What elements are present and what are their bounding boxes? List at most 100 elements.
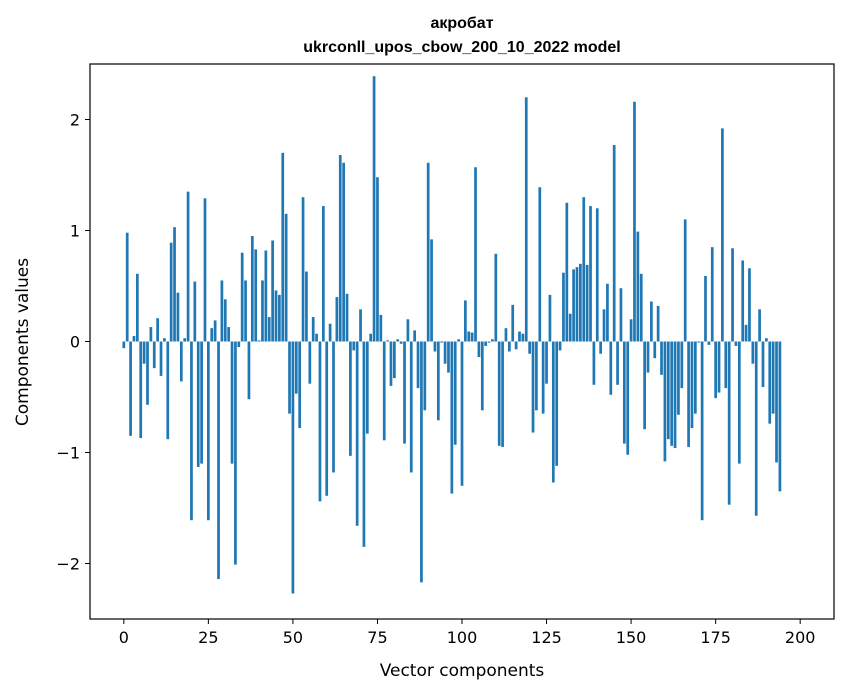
- bar-component-108: [487, 341, 491, 343]
- bar-component-87: [416, 341, 420, 389]
- bar-component-145: [612, 145, 616, 342]
- bar-component-99: [457, 339, 460, 342]
- bar-component-158: [656, 305, 660, 342]
- bar-component-35: [240, 252, 244, 342]
- bar-component-9: [152, 341, 156, 369]
- bar-component-96: [447, 341, 450, 373]
- bar-component-61: [328, 323, 332, 342]
- bar-component-194: [778, 341, 782, 492]
- bar-component-17: [179, 341, 183, 382]
- bar-component-156: [650, 301, 653, 342]
- bar-component-125: [545, 341, 548, 384]
- bar-component-60: [325, 341, 329, 496]
- x-tick-label: 150: [616, 628, 647, 647]
- bar-component-4: [135, 273, 139, 342]
- x-tick-label: 125: [531, 628, 562, 647]
- bar-component-184: [744, 324, 748, 342]
- bar-component-162: [670, 341, 674, 446]
- y-tick-label: −2: [56, 555, 80, 574]
- bar-component-23: [200, 341, 203, 464]
- bar-component-101: [464, 300, 467, 342]
- bar-component-124: [541, 341, 545, 414]
- bar-component-105: [477, 341, 481, 358]
- bar-component-33: [234, 341, 237, 565]
- bar-component-10: [156, 318, 159, 342]
- bar-component-84: [406, 319, 410, 342]
- bar-component-141: [599, 341, 603, 354]
- bar-component-133: [572, 269, 575, 342]
- bar-component-46: [278, 294, 281, 342]
- bar-component-173: [707, 341, 711, 345]
- bar-component-11: [159, 341, 163, 376]
- bar-component-6: [142, 341, 146, 364]
- bar-component-56: [311, 317, 315, 342]
- bar-component-104: [474, 167, 477, 342]
- bar-component-157: [653, 341, 657, 359]
- bar-series: [122, 76, 782, 594]
- bar-component-32: [230, 341, 234, 464]
- bar-component-71: [362, 341, 366, 547]
- bar-component-163: [673, 341, 677, 449]
- bar-component-25: [207, 341, 210, 521]
- bar-component-154: [643, 341, 646, 430]
- bar-component-102: [467, 331, 471, 342]
- bar-component-80: [393, 341, 396, 379]
- bar-component-42: [264, 250, 268, 342]
- bar-component-181: [734, 341, 738, 346]
- bar-component-131: [565, 202, 569, 342]
- bar-component-44: [271, 240, 274, 342]
- chart-title: акробат: [430, 15, 493, 32]
- bar-component-34: [237, 341, 241, 348]
- bar-component-167: [687, 341, 690, 447]
- bar-component-29: [220, 280, 224, 342]
- bar-component-69: [355, 341, 359, 526]
- bar-component-132: [568, 313, 572, 342]
- bar-component-65: [342, 162, 345, 342]
- bar-component-31: [227, 327, 231, 342]
- bar-component-74: [372, 76, 376, 342]
- x-tick-label: 200: [785, 628, 816, 647]
- bar-component-3: [132, 335, 136, 342]
- bar-component-192: [771, 341, 775, 414]
- bar-component-179: [727, 341, 731, 505]
- bar-component-72: [365, 341, 369, 434]
- bar-component-128: [555, 341, 559, 466]
- bar-component-28: [217, 341, 220, 580]
- y-tick-label: 2: [70, 111, 80, 130]
- bar-component-81: [396, 339, 400, 342]
- bar-component-119: [524, 97, 528, 342]
- x-axis-label: Vector components: [380, 661, 545, 681]
- bar-component-160: [663, 341, 667, 462]
- bar-component-91: [430, 239, 433, 342]
- bar-component-37: [247, 341, 251, 400]
- bar-component-64: [338, 155, 342, 342]
- bar-component-110: [494, 253, 498, 342]
- bar-component-21: [193, 281, 197, 342]
- bar-component-90: [426, 162, 430, 342]
- bar-component-59: [321, 206, 325, 342]
- bar-component-45: [274, 290, 278, 342]
- bar-component-171: [700, 341, 704, 521]
- bar-component-79: [389, 341, 393, 386]
- x-tick-label: 50: [283, 628, 303, 647]
- bar-component-164: [677, 341, 680, 415]
- bar-component-140: [595, 208, 599, 342]
- plot-frame: [89, 63, 835, 620]
- bar-component-161: [666, 341, 670, 440]
- bar-component-115: [511, 304, 515, 342]
- bar-component-47: [281, 152, 285, 342]
- bar-component-188: [758, 309, 761, 342]
- bar-component-127: [551, 341, 555, 483]
- bar-component-109: [491, 339, 494, 342]
- bar-component-149: [626, 341, 630, 455]
- bar-component-176: [717, 341, 721, 393]
- bar-component-100: [460, 341, 464, 486]
- bar-component-24: [203, 198, 207, 342]
- bar-component-193: [775, 341, 778, 463]
- bar-component-52: [298, 341, 302, 429]
- bar-component-111: [497, 341, 501, 446]
- bar-component-142: [602, 309, 606, 342]
- x-tick-label: 0: [119, 628, 129, 647]
- bar-component-40: [257, 340, 261, 342]
